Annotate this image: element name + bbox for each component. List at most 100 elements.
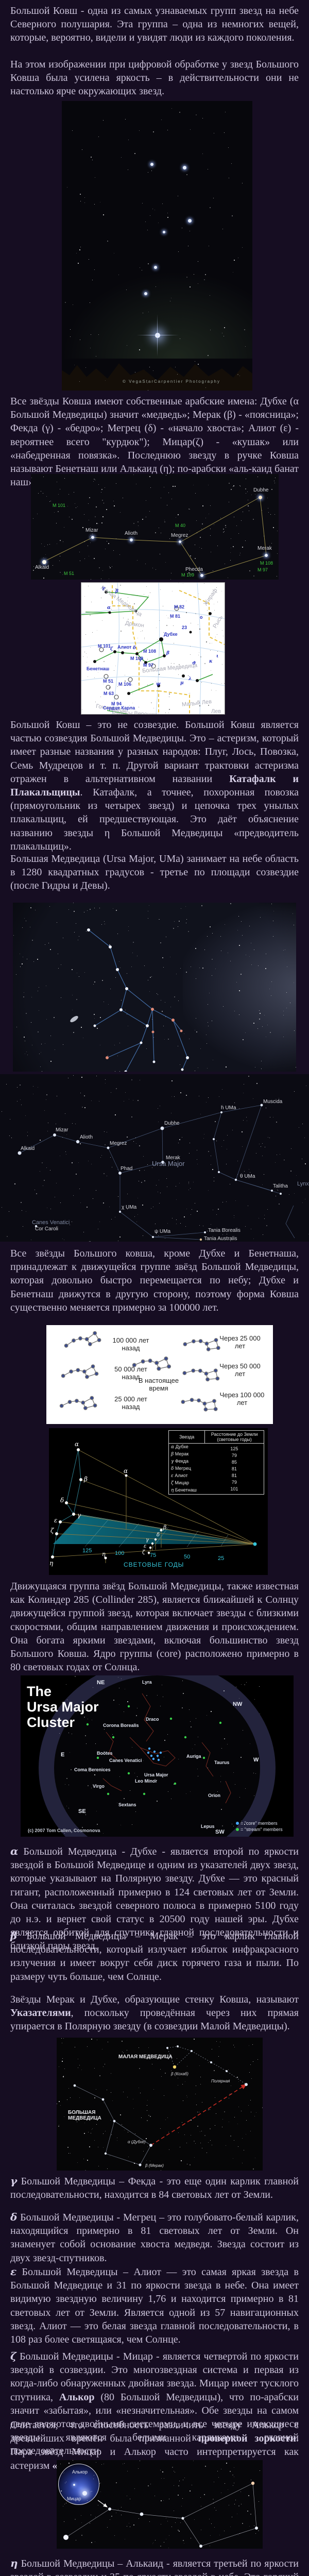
map-m109: М 109 xyxy=(130,656,144,661)
stellarium-chart: Muscida h UMa Dubhe Mizar Alioth Alkaid … xyxy=(0,1074,309,1242)
ursa-major-area-paragraph: Большая Медведица (Ursa Major, UMa) зани… xyxy=(10,853,299,892)
map-delta: δ xyxy=(133,646,136,651)
row-star-2: γ Фекда xyxy=(171,1459,188,1465)
inset-mizar-star xyxy=(82,2491,87,2496)
wedge-eta: η xyxy=(49,1560,54,1567)
umi-title: МАЛАЯ МЕДВЕДИЦА xyxy=(118,2054,173,2060)
map-m101: М 101 xyxy=(98,643,111,649)
row-star-6: η Бенетнаш xyxy=(171,1487,197,1494)
row-dist-2: 85 xyxy=(231,1459,237,1465)
map-omikron: o xyxy=(200,615,203,620)
kochab-label: β (Кохаб) xyxy=(171,2072,188,2076)
st-merak: Merak xyxy=(166,1155,180,1161)
tick-100: 100 xyxy=(115,1550,125,1556)
alcor-c: . Пара звёзд Мицар и Алькор часто интерп… xyxy=(10,2433,299,2471)
label-alioth: Alioth xyxy=(125,531,138,536)
legend-core-dot xyxy=(236,1822,239,1825)
map-theta: ϑ xyxy=(192,661,196,666)
row-star-3: δ Мегрец xyxy=(171,1466,191,1472)
map-benetnash: Бенетнаш xyxy=(87,666,110,671)
pointers-a: Звёзды Мерак и Дубхе, образующие стенку … xyxy=(10,1994,299,2005)
motion-label-5: Через 50 000 лет xyxy=(219,1362,261,1378)
milky-way xyxy=(183,903,296,1072)
asterism-paragraph: Большой Ковш – это не созвездие. Большой… xyxy=(10,718,299,853)
uma-title: БОЛЬШАЯ МЕДВЕДИЦА xyxy=(68,2110,101,2121)
motion-label-4: Через 25 000 лет xyxy=(219,1334,261,1350)
motion-label-2: 25 000 лет назад xyxy=(114,1395,147,1411)
star-megrez xyxy=(163,231,165,233)
legend-core: = "core" members xyxy=(236,1821,278,1826)
inset-alcor-star xyxy=(73,2484,75,2486)
ursa-major-cluster-image: The Ursa Major Cluster NE NW E W SE SW L… xyxy=(21,1675,294,1837)
wedge-epsilon2: ε xyxy=(144,1544,147,1549)
beta-merak-paragraph: β Большой Медведицы – Мерак – это карлик… xyxy=(10,1929,299,1984)
photo-watermark: © VegaStarCarpentier Photography xyxy=(123,379,220,384)
st-canes-venatici: Canes Venatici xyxy=(32,1219,70,1226)
label-mizar: Mizar xyxy=(85,528,98,533)
st-talitha: Talitha xyxy=(273,1183,288,1189)
constellation-chart: Малая Медведица Дракон Жираф Рысь Больша… xyxy=(81,582,225,715)
distance-wedge xyxy=(51,1448,257,1563)
st-tania-borealis: Tania Borealis xyxy=(208,1228,241,1233)
cl-auriga: Auriga xyxy=(186,1754,201,1759)
mizar-label: Мицар xyxy=(67,2496,81,2501)
star-dubhe xyxy=(259,496,262,499)
cluster-credit: (c) 2007 Tom Callen, Cosmonova xyxy=(28,1828,100,1833)
tick-25: 25 xyxy=(218,1555,225,1562)
mizar-dipper-lines xyxy=(63,2481,258,2548)
wedge-alpha2: α xyxy=(124,1467,128,1475)
map-kappa: κ xyxy=(209,659,213,664)
polaris-pointer-photo: МАЛАЯ МЕДВЕДИЦА β (Кохаб) Полярная БОЛЬШ… xyxy=(57,2038,263,2171)
label-m108: M 108 xyxy=(260,561,273,566)
st-mizar: Mizar xyxy=(56,1127,68,1133)
wedge-zeta2: ζ xyxy=(142,1550,145,1555)
st-phad: Phad xyxy=(121,1166,133,1172)
gamma-text: Большой Медведицы – Фекда - это еще один… xyxy=(10,2176,299,2201)
compass-w: W xyxy=(253,1757,259,1763)
st-theta-uma: θ UMa xyxy=(240,1174,255,1179)
wedge-epsilon: ε xyxy=(54,1517,58,1524)
eta-text-a: Большой Медведицы – Алькаид - является т… xyxy=(10,2558,299,2576)
map-gamma-uma: γ xyxy=(139,657,142,662)
compass-nw: NW xyxy=(233,1701,243,1707)
tick-75: 75 xyxy=(150,1552,157,1558)
distance-table: Звезда Расстояние до Земли (световые год… xyxy=(168,1430,264,1495)
intro-paragraph: Большой Ковш - одна из самых узнаваемых … xyxy=(10,5,299,44)
map-zeta: ζ xyxy=(110,647,113,652)
row-star-4: ε Алиот xyxy=(171,1473,188,1479)
map-psi: ψ xyxy=(156,682,161,687)
alcor-bold1: проверкой зоркости xyxy=(198,2433,297,2445)
zeta-mizar-paragraph: ζ Большой Медведицы - Мицар - является ч… xyxy=(10,2349,299,2458)
star-alkaid xyxy=(42,560,46,564)
st-alkaid: Alkaid xyxy=(21,1146,35,1151)
labelled-dipper-photo: Alkaid Mizar Alioth Megrez Dubhe Merak P… xyxy=(31,474,279,580)
pointers-bold: Указателями xyxy=(10,2007,71,2019)
wedge-gamma: γ xyxy=(77,1512,81,1519)
alpha-letter: α xyxy=(10,1845,19,1857)
cluster-constellation-lines xyxy=(86,1693,231,1804)
delta-text: Большой Медведицы - Мегрец – это голубов… xyxy=(10,2212,299,2264)
zeta-text-c: (80 Большой Медведицы), что по-арабски з… xyxy=(10,2391,299,2457)
asterism-text-bold: Катафалк и Плакальщицы xyxy=(10,773,299,798)
compass-se: SE xyxy=(78,1808,86,1815)
map-m81: М 81 xyxy=(170,614,181,619)
mizar-alcor-photo: Алькор Мицар xyxy=(57,2460,263,2549)
beta-text: Большой Медведицы – Мерак – это карлик г… xyxy=(10,1930,299,1982)
wedge-beta2: β xyxy=(163,1524,167,1531)
map-m63: М 63 xyxy=(104,691,114,696)
eta-alkaid-paragraph: η Большой Медведицы – Алькаид - является… xyxy=(10,2556,299,2576)
cl-coma: Coma Berenices xyxy=(74,1767,111,1772)
star-megrez xyxy=(179,540,181,543)
cl-crb: Corona Borealis xyxy=(103,1723,139,1728)
chart-lines xyxy=(81,583,225,714)
map-m51: М 51 xyxy=(103,679,114,684)
cl-sextans: Sextans xyxy=(118,1802,136,1807)
alpha-dubhe-paragraph: α Большой Медведица - Дубхе - является в… xyxy=(10,1844,299,1953)
zeta-text-a: Большой Медведицы - Мицар - является чет… xyxy=(10,2351,299,2403)
map-m82: М 82 xyxy=(174,604,185,609)
wedge-gamma2: γ xyxy=(146,1537,149,1543)
map-mu: μ xyxy=(180,681,184,686)
star-phecda xyxy=(188,219,192,223)
cl-lmi: Leo Minor xyxy=(135,1778,157,1784)
dome-starfield xyxy=(54,1675,260,1837)
